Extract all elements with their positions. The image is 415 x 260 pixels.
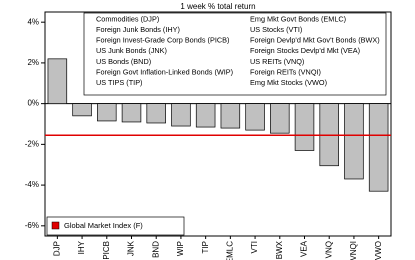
x-tick-label: WIP — [176, 241, 185, 256]
bar — [344, 103, 364, 180]
x-tick-label: PICB — [102, 241, 111, 260]
x-tick-label: BWX — [275, 240, 284, 259]
legend-box — [46, 216, 185, 236]
note-text: Foreign Devlp'd Mkt Gov't Bonds (BWX) — [250, 36, 380, 45]
x-tick-label: VWO — [374, 241, 383, 260]
bar — [121, 103, 142, 123]
note-text: Foreign Invest-Grade Corp Bonds (PICB) — [96, 36, 229, 45]
x-tick-label: EMLC — [225, 241, 234, 260]
x-tick-label: JNK — [127, 240, 136, 256]
x-tick-label: VEA — [300, 240, 309, 257]
bar — [97, 103, 117, 122]
note-text: US Stocks (VTI) — [250, 25, 302, 34]
note-text: US Bonds (BND) — [96, 57, 151, 66]
y-tick-label: 4% — [27, 17, 39, 26]
x-tick-label: VTI — [250, 241, 259, 253]
bar — [294, 103, 315, 151]
y-tick-label: -4% — [25, 180, 39, 189]
bar — [146, 103, 166, 124]
note-text: Foreign Govt Inflation-Linked Bonds (WIP… — [96, 67, 233, 76]
bar — [47, 58, 68, 104]
y-tick-label: 2% — [27, 58, 39, 67]
note-text: Foreign Stocks Devlp'd Mkt (VEA) — [250, 46, 360, 55]
note-text: Foreign REITs (VNQI) — [250, 67, 321, 76]
bar — [245, 103, 265, 131]
bar — [72, 103, 92, 117]
legend-label: Global Market Index (F) — [64, 221, 143, 230]
note-text: US Junk Bonds (JNK) — [96, 46, 167, 55]
chart-title: 1 week % total return — [180, 2, 255, 11]
x-tick-label: TIP — [201, 241, 210, 253]
bar — [195, 103, 216, 128]
bar — [171, 103, 191, 127]
note-text: US TIPS (TIP) — [96, 78, 143, 87]
note-text: US REITs (VNQ) — [250, 57, 304, 66]
y-tick-label: -2% — [25, 139, 39, 148]
x-tick-label: VNQ — [324, 241, 333, 258]
note-text: Emg Mkt Govt Bonds (EMLC) — [250, 14, 346, 23]
note-text: Emg Mkt Stocks (VWO) — [250, 78, 327, 87]
x-tick-label: BND — [151, 241, 160, 258]
y-tick-label: -6% — [25, 221, 39, 230]
y-tick-label: 0% — [27, 99, 39, 108]
legend-swatch — [51, 221, 60, 230]
x-tick-label: VNQI — [349, 241, 358, 260]
bar — [220, 103, 241, 129]
note-text: Commodities (DJP) — [96, 14, 159, 23]
bar — [270, 103, 290, 134]
x-tick-label: DJP — [52, 241, 61, 256]
bar — [368, 103, 389, 192]
x-tick-label: IHY — [77, 240, 86, 254]
note-text: Foreign Junk Bonds (IHY) — [96, 25, 180, 34]
notes-box — [83, 12, 387, 96]
